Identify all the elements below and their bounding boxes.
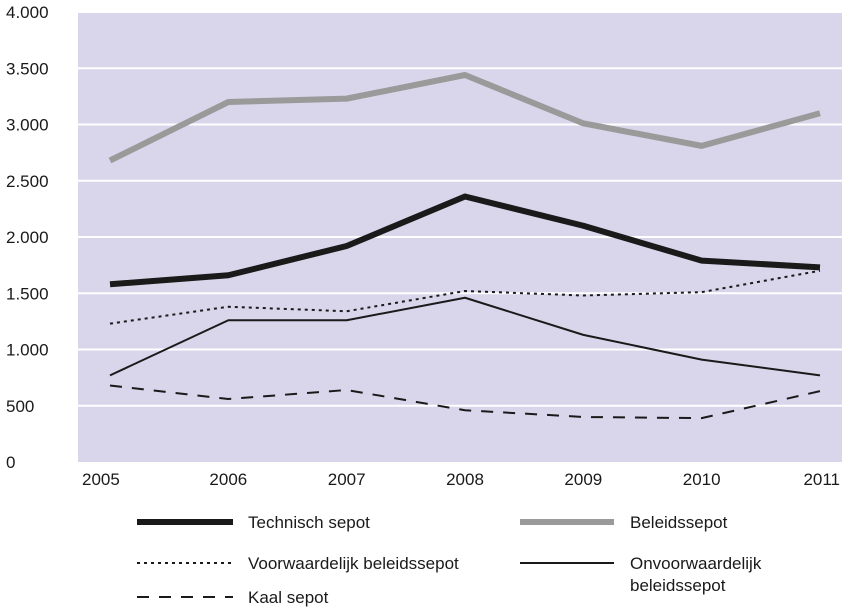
legend-label: Onvoorwaardelijk beleidssepot xyxy=(630,554,762,595)
series-line-onvoorwaardelijk-beleidssepot xyxy=(109,296,821,377)
x-tick-label: 2006 xyxy=(209,470,247,489)
x-tick-label: 2008 xyxy=(446,470,484,489)
y-tick-label: 2.500 xyxy=(6,172,49,191)
series-line-beleidssepot xyxy=(108,72,821,164)
series-line-kaal-sepot xyxy=(109,384,821,420)
gridlines xyxy=(78,11,842,407)
y-tick-label: 3.000 xyxy=(6,116,49,135)
x-tick-label: 2010 xyxy=(683,470,721,489)
x-tick-label: 2009 xyxy=(564,470,602,489)
y-tick-label: 0 xyxy=(6,453,15,472)
legend-label: Technisch sepot xyxy=(248,513,370,532)
y-axis-ticks: 0 500 1.000 1.500 2.000 2.500 3.000 3.500 4.000 xyxy=(6,3,49,472)
series-line-technisch-sepot xyxy=(109,193,821,288)
y-tick-label: 1.500 xyxy=(6,284,49,303)
x-tick-label: 2011 xyxy=(803,470,840,489)
y-tick-label: 2.000 xyxy=(6,228,49,247)
x-tick-label: 2007 xyxy=(328,470,366,489)
series-line-voorwaardelijk-beleidssepot xyxy=(109,269,821,325)
x-tick-label: 2005 xyxy=(82,470,120,489)
x-axis-ticks: 2005 2006 2007 2008 2009 2010 2011 xyxy=(82,470,840,489)
y-tick-label: 3.500 xyxy=(6,59,49,78)
y-tick-label: 500 xyxy=(6,397,34,416)
series-lines xyxy=(108,72,821,420)
legend: Technisch sepot Beleidssepot Voorwaardelij… xyxy=(137,513,762,607)
y-tick-label: 1.000 xyxy=(6,341,49,360)
legend-label: Kaal sepot xyxy=(248,588,329,607)
y-tick-label: 4.000 xyxy=(6,3,49,22)
legend-label: Beleidssepot xyxy=(630,513,728,532)
legend-label: Voorwaardelijk beleidssepot xyxy=(248,554,459,573)
